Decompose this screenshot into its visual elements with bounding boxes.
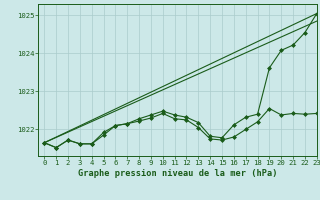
X-axis label: Graphe pression niveau de la mer (hPa): Graphe pression niveau de la mer (hPa) [78,169,277,178]
